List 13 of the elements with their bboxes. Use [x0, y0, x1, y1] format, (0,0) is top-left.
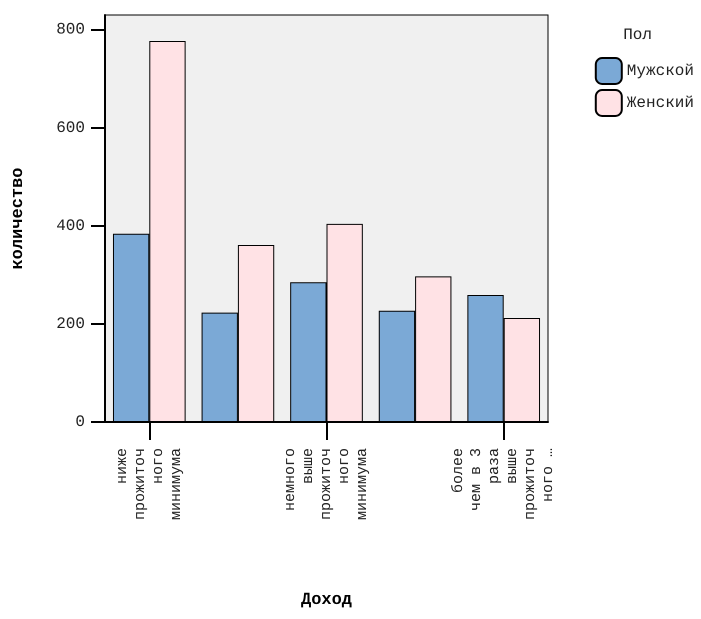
- x-tick-label: немного выше прожиточ ного минимума: [282, 448, 371, 520]
- legend-title: Пол: [623, 26, 652, 44]
- x-tick-label: ниже прожиточ ного минимума: [114, 448, 185, 520]
- x-tick-label: более чем в 3 раза выше прожиточ ного …: [450, 448, 558, 520]
- legend-label: Женский: [626, 94, 694, 112]
- y-tick-label: 400: [56, 216, 85, 235]
- y-tick-label: 0: [75, 413, 85, 431]
- y-tick-label: 800: [56, 20, 85, 39]
- y-axis-title: количество: [9, 167, 28, 270]
- y-tick-label: 200: [56, 314, 85, 333]
- x-axis-title: Доход: [300, 591, 352, 610]
- y-tick-label: 600: [56, 118, 85, 137]
- legend-label: Мужской: [626, 62, 694, 80]
